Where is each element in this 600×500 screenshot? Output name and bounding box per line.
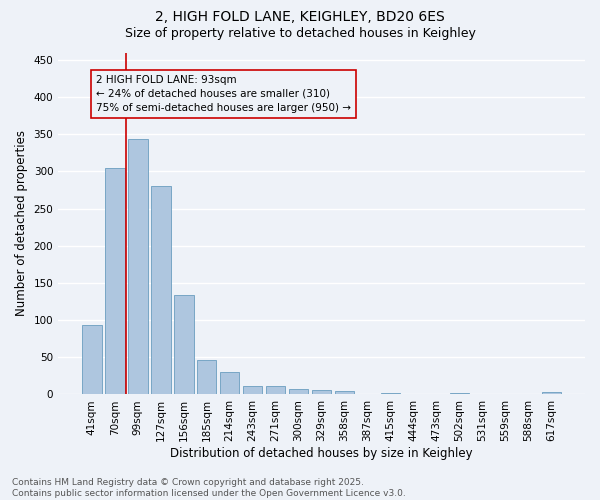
Bar bbox=[220, 372, 239, 394]
Bar bbox=[82, 326, 101, 394]
Bar bbox=[128, 138, 148, 394]
Bar bbox=[197, 360, 217, 394]
Bar bbox=[289, 388, 308, 394]
Bar bbox=[151, 186, 170, 394]
Bar bbox=[174, 295, 194, 394]
Bar bbox=[381, 393, 400, 394]
Text: Contains HM Land Registry data © Crown copyright and database right 2025.
Contai: Contains HM Land Registry data © Crown c… bbox=[12, 478, 406, 498]
Bar bbox=[335, 390, 355, 394]
X-axis label: Distribution of detached houses by size in Keighley: Distribution of detached houses by size … bbox=[170, 447, 473, 460]
Bar bbox=[105, 168, 125, 394]
Text: 2, HIGH FOLD LANE, KEIGHLEY, BD20 6ES: 2, HIGH FOLD LANE, KEIGHLEY, BD20 6ES bbox=[155, 10, 445, 24]
Bar bbox=[243, 386, 262, 394]
Bar bbox=[449, 393, 469, 394]
Bar bbox=[266, 386, 286, 394]
Text: 2 HIGH FOLD LANE: 93sqm
← 24% of detached houses are smaller (310)
75% of semi-d: 2 HIGH FOLD LANE: 93sqm ← 24% of detache… bbox=[96, 75, 351, 113]
Bar bbox=[542, 392, 561, 394]
Y-axis label: Number of detached properties: Number of detached properties bbox=[15, 130, 28, 316]
Bar bbox=[312, 390, 331, 394]
Text: Size of property relative to detached houses in Keighley: Size of property relative to detached ho… bbox=[125, 28, 475, 40]
